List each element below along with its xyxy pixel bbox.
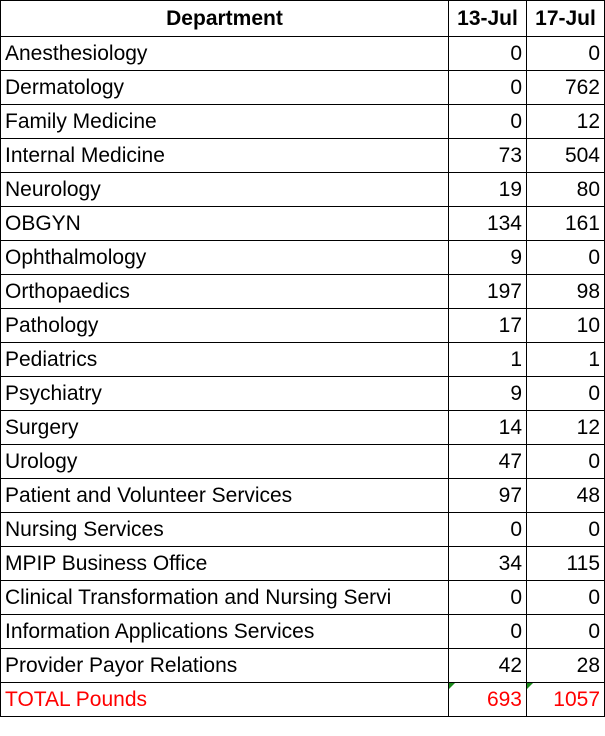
table-row: Pathology 17 10 [0, 308, 605, 343]
value-17-jul-cell[interactable]: 762 [526, 70, 605, 105]
value-17-jul-cell[interactable]: 0 [526, 36, 605, 71]
value-17-jul-cell[interactable]: 12 [526, 104, 605, 139]
table-row: Ophthalmology 9 0 [0, 240, 605, 275]
department-cell[interactable]: MPIP Business Office [0, 546, 449, 581]
department-cell[interactable]: Ophthalmology [0, 240, 449, 275]
value-13-jul-cell[interactable]: 0 [448, 70, 527, 105]
header-department[interactable]: Department [0, 0, 449, 37]
value-13-jul-cell[interactable]: 9 [448, 376, 527, 411]
department-cell[interactable]: Surgery [0, 410, 449, 445]
value-13-jul-cell[interactable]: 0 [448, 580, 527, 615]
table-row: Surgery 14 12 [0, 410, 605, 445]
table-row: Provider Payor Relations 42 28 [0, 648, 605, 683]
total-row: TOTAL Pounds 693 1057 [0, 682, 605, 717]
total-label-cell[interactable]: TOTAL Pounds [0, 682, 449, 717]
table-row: Internal Medicine 73 504 [0, 138, 605, 173]
value-17-jul-cell[interactable]: 0 [526, 240, 605, 275]
table-row: OBGYN 134 161 [0, 206, 605, 241]
department-cell[interactable]: Family Medicine [0, 104, 449, 139]
department-cell[interactable]: Clinical Transformation and Nursing Serv… [0, 580, 449, 615]
department-cell[interactable]: Pediatrics [0, 342, 449, 377]
header-13-jul[interactable]: 13-Jul [448, 0, 527, 37]
value-13-jul-cell[interactable]: 0 [448, 614, 527, 649]
table-row: Neurology 19 80 [0, 172, 605, 207]
value-17-jul-cell[interactable]: 115 [526, 546, 605, 581]
value-13-jul-cell[interactable]: 47 [448, 444, 527, 479]
value-17-jul-cell[interactable]: 0 [526, 444, 605, 479]
department-cell[interactable]: Patient and Volunteer Services [0, 478, 449, 513]
value-17-jul-cell[interactable]: 12 [526, 410, 605, 445]
total-17-jul-cell[interactable]: 1057 [526, 682, 605, 717]
department-cell[interactable]: Orthopaedics [0, 274, 449, 309]
value-13-jul-cell[interactable]: 0 [448, 36, 527, 71]
department-cell[interactable]: Neurology [0, 172, 449, 207]
value-13-jul-cell[interactable]: 14 [448, 410, 527, 445]
department-cell[interactable]: Psychiatry [0, 376, 449, 411]
value-17-jul-cell[interactable]: 504 [526, 138, 605, 173]
value-17-jul-cell[interactable]: 98 [526, 274, 605, 309]
value-17-jul-cell[interactable]: 0 [526, 512, 605, 547]
value-13-jul-cell[interactable]: 34 [448, 546, 527, 581]
value-13-jul-cell[interactable]: 42 [448, 648, 527, 683]
table-row: Clinical Transformation and Nursing Serv… [0, 580, 605, 615]
value-17-jul-cell[interactable]: 1 [526, 342, 605, 377]
value-13-jul-cell[interactable]: 134 [448, 206, 527, 241]
value-13-jul-cell[interactable]: 0 [448, 512, 527, 547]
department-cell[interactable]: Internal Medicine [0, 138, 449, 173]
department-cell[interactable]: Nursing Services [0, 512, 449, 547]
value-17-jul-cell[interactable]: 80 [526, 172, 605, 207]
value-13-jul-cell[interactable]: 197 [448, 274, 527, 309]
department-table: Department 13-Jul 17-Jul Anesthesiology 0… [0, 0, 605, 717]
value-13-jul-cell[interactable]: 1 [448, 342, 527, 377]
table-row: Orthopaedics 197 98 [0, 274, 605, 309]
table-row: Nursing Services 0 0 [0, 512, 605, 547]
value-13-jul-cell[interactable]: 73 [448, 138, 527, 173]
table-row: Information Applications Services 0 0 [0, 614, 605, 649]
value-17-jul-cell[interactable]: 10 [526, 308, 605, 343]
value-17-jul-cell[interactable]: 161 [526, 206, 605, 241]
value-13-jul-cell[interactable]: 97 [448, 478, 527, 513]
value-17-jul-cell[interactable]: 0 [526, 614, 605, 649]
table-row: MPIP Business Office 34 115 [0, 546, 605, 581]
department-cell[interactable]: Dermatology [0, 70, 449, 105]
department-cell[interactable]: Information Applications Services [0, 614, 449, 649]
table-row: Psychiatry 9 0 [0, 376, 605, 411]
header-row: Department 13-Jul 17-Jul [0, 0, 605, 37]
table-row: Family Medicine 0 12 [0, 104, 605, 139]
total-13-jul-cell[interactable]: 693 [448, 682, 527, 717]
table-row: Pediatrics 1 1 [0, 342, 605, 377]
value-13-jul-cell[interactable]: 17 [448, 308, 527, 343]
table-row: Anesthesiology 0 0 [0, 36, 605, 71]
table-row: Dermatology 0 762 [0, 70, 605, 105]
value-17-jul-cell[interactable]: 0 [526, 580, 605, 615]
value-13-jul-cell[interactable]: 0 [448, 104, 527, 139]
department-cell[interactable]: Provider Payor Relations [0, 648, 449, 683]
value-17-jul-cell[interactable]: 0 [526, 376, 605, 411]
value-17-jul-cell[interactable]: 48 [526, 478, 605, 513]
value-17-jul-cell[interactable]: 28 [526, 648, 605, 683]
value-13-jul-cell[interactable]: 9 [448, 240, 527, 275]
header-17-jul[interactable]: 17-Jul [526, 0, 605, 37]
department-cell[interactable]: OBGYN [0, 206, 449, 241]
department-cell[interactable]: Urology [0, 444, 449, 479]
department-cell[interactable]: Anesthesiology [0, 36, 449, 71]
table-row: Patient and Volunteer Services 97 48 [0, 478, 605, 513]
value-13-jul-cell[interactable]: 19 [448, 172, 527, 207]
table-row: Urology 47 0 [0, 444, 605, 479]
department-cell[interactable]: Pathology [0, 308, 449, 343]
